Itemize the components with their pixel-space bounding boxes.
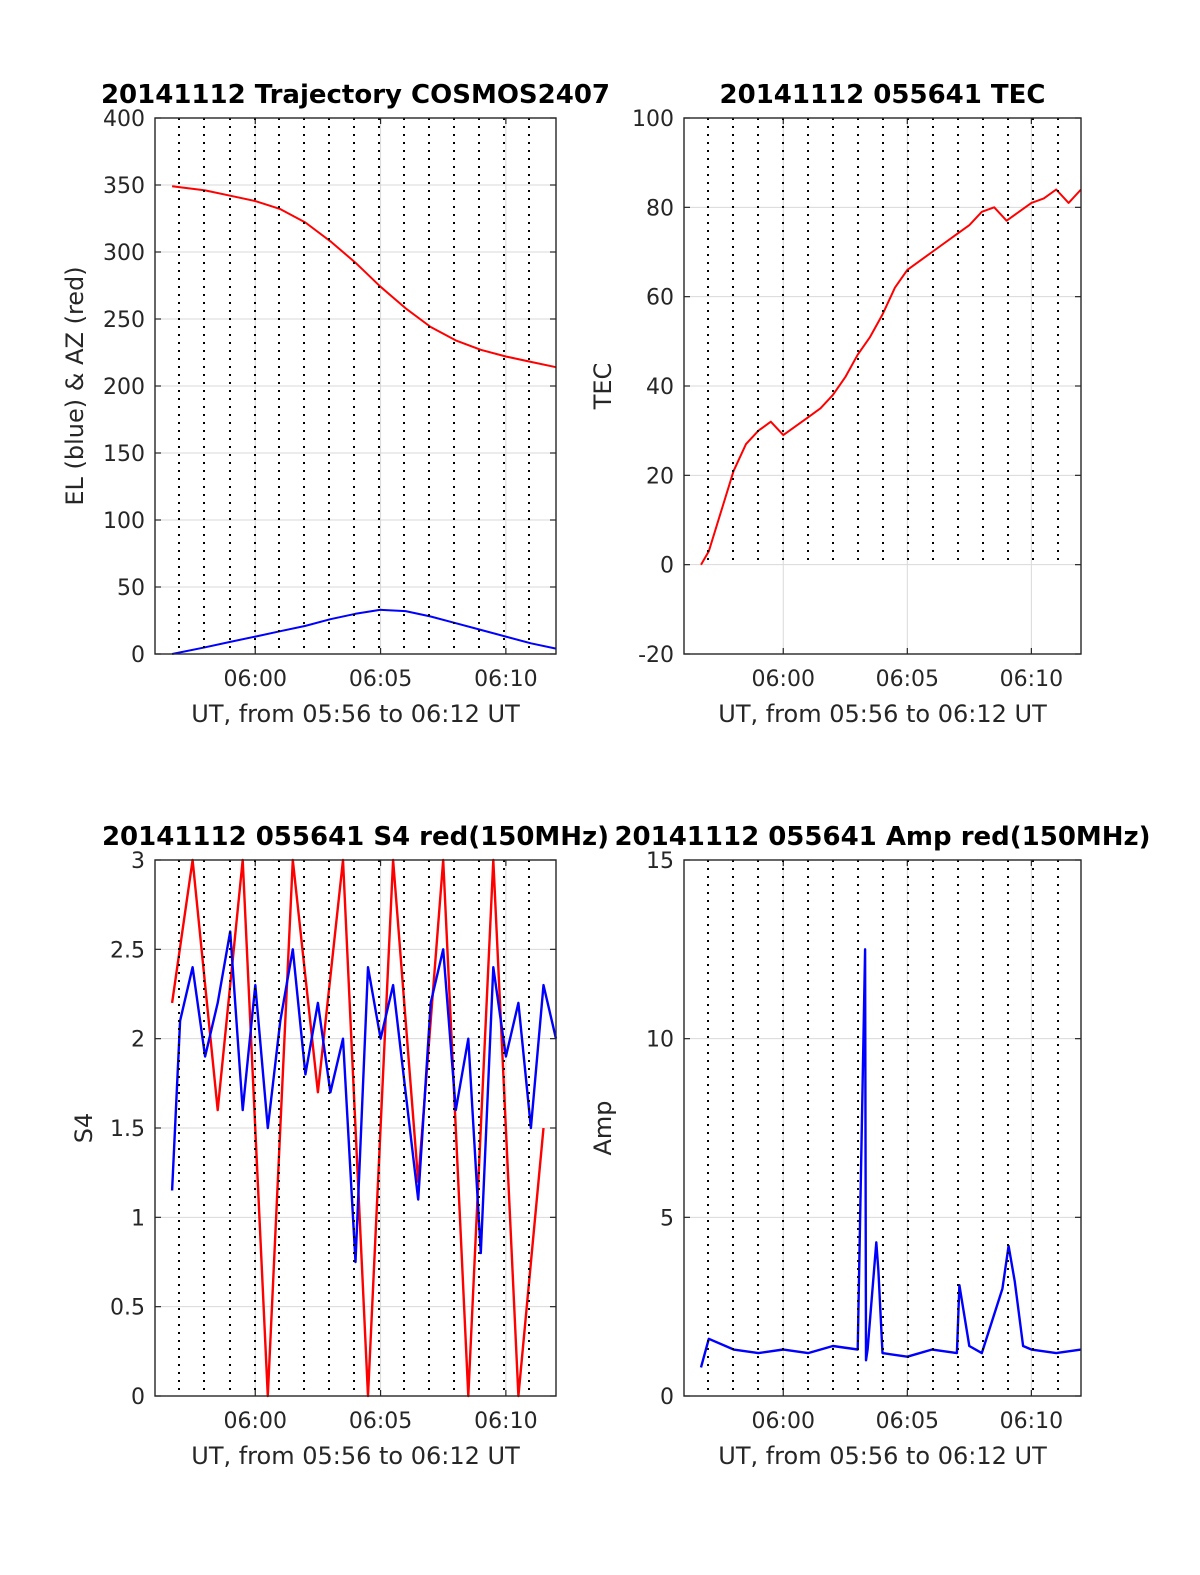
x-tick-label: 06:10 — [1000, 1409, 1063, 1434]
y-tick-label: 5 — [660, 1206, 674, 1231]
panel-traj: 0 50 100 150 200 250 300 350 400 06:00 06:05 06:10 2… — [61, 80, 610, 728]
y-axis-label: TEC — [589, 363, 617, 411]
chart-title: 20141112 055641 TEC — [720, 80, 1046, 110]
x-tick-label: 06:00 — [752, 1409, 815, 1434]
x-tick-label: 06:10 — [474, 667, 537, 692]
y-tick-label: 250 — [103, 308, 145, 333]
chart-title: 20141112 055641 Amp red(150MHz) — [614, 822, 1150, 852]
x-tick-label: 06:00 — [224, 1409, 287, 1434]
y-tick-label: 2 — [131, 1028, 145, 1053]
y-tick-label: 200 — [103, 375, 145, 400]
series-traj-red-line — [171, 185, 557, 369]
y-tick-label: 40 — [646, 375, 674, 400]
y-tick-label: 0 — [660, 1385, 674, 1410]
series-traj-blue-line — [171, 608, 557, 655]
x-axis-label: UT, from 05:56 to 06:12 UT — [718, 700, 1047, 728]
y-tick-label: 100 — [103, 509, 145, 534]
series-s4-red-line — [170, 858, 545, 1398]
axes-box — [154, 117, 557, 655]
y-tick-label: 1.5 — [110, 1117, 145, 1142]
series-s4-blue-line — [170, 930, 558, 1264]
y-tick-label: -20 — [638, 643, 674, 668]
x-axis-label: UT, from 05:56 to 06:12 UT — [718, 1442, 1047, 1470]
minute-markers — [707, 860, 1059, 1396]
y-tick-label: 0 — [131, 1385, 145, 1410]
x-tick-label: 06:10 — [474, 1409, 537, 1434]
panel-amp: 0 5 10 15 06:00 06:05 06:10 20141112 055641 Amp… — [589, 822, 1151, 1470]
y-tick-label: 80 — [646, 196, 674, 221]
x-tick-label: 06:05 — [876, 1409, 939, 1434]
y-tick-label: 400 — [103, 107, 145, 132]
y-tick-label: 60 — [646, 286, 674, 311]
y-axis-label: S4 — [70, 1113, 98, 1144]
axes-box — [154, 859, 557, 1397]
x-axis-label: UT, from 05:56 to 06:12 UT — [191, 1442, 520, 1470]
y-tick-label: 20 — [646, 464, 674, 489]
x-tick-label: 06:00 — [224, 667, 287, 692]
panel-tec: -20 0 20 40 60 80 100 06:00 06:05 06:10 20141112 0… — [589, 80, 1082, 728]
y-tick-label: 15 — [646, 849, 674, 874]
x-tick-label: 06:05 — [349, 667, 412, 692]
y-tick-label: 1 — [131, 1206, 145, 1231]
y-tick-label: 100 — [632, 107, 674, 132]
y-tick-label: 150 — [103, 442, 145, 467]
y-tick-label: 2.5 — [110, 938, 145, 963]
x-tick-label: 06:00 — [752, 667, 815, 692]
series-tec-red-line — [700, 188, 1082, 566]
y-tick-label: 0 — [660, 554, 674, 579]
chart-title: 20141112 Trajectory COSMOS2407 — [101, 80, 610, 110]
y-tick-label: 350 — [103, 174, 145, 199]
x-axis-label: UT, from 05:56 to 06:12 UT — [191, 700, 520, 728]
panel-s4: 0 0.5 1 1.5 2 2.5 3 06:00 06:05 06:10 20141112 055… — [70, 822, 609, 1470]
y-axis-label: Amp — [589, 1100, 617, 1155]
y-axis-label: EL (blue) & AZ (red) — [61, 266, 89, 505]
y-tick-label: 50 — [117, 576, 145, 601]
y-tick-label: 3 — [131, 849, 145, 874]
x-tick-label: 06:10 — [1000, 667, 1063, 692]
y-tick-label: 10 — [646, 1028, 674, 1053]
axes-box — [683, 117, 1082, 655]
minute-markers — [707, 118, 1059, 565]
y-tick-label: 0.5 — [110, 1296, 145, 1321]
axes-box — [683, 859, 1082, 1397]
x-tick-label: 06:05 — [876, 667, 939, 692]
chart-title: 20141112 055641 S4 red(150MHz) — [102, 822, 609, 852]
y-tick-label: 300 — [103, 241, 145, 266]
minute-markers — [178, 860, 530, 1396]
x-tick-label: 06:05 — [349, 1409, 412, 1434]
y-tick-label: 0 — [131, 643, 145, 668]
minute-markers — [178, 118, 530, 654]
